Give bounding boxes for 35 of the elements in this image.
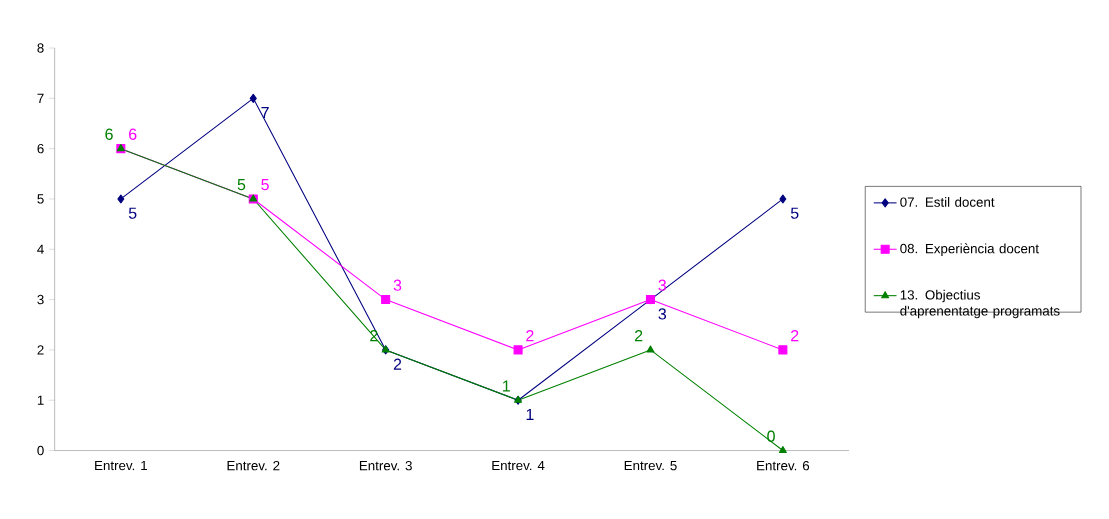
data-label: 7 (261, 107, 269, 119)
data-label: 1 (526, 409, 534, 421)
legend-label: 07. Estil docent (900, 197, 995, 208)
x-tick-label: Entrev. 2 (227, 461, 280, 471)
data-label: 2 (635, 330, 643, 342)
data-label: 2 (526, 330, 534, 342)
data-label: 1 (503, 380, 510, 392)
data-label: 6 (105, 128, 113, 141)
x-tick-label: Entrev. 1 (95, 461, 148, 471)
x-tick-label: Entrev. 6 (757, 461, 810, 471)
data-label: 3 (658, 279, 667, 292)
y-tick-label: 7 (37, 93, 44, 104)
y-tick-label: 8 (37, 43, 44, 53)
data-label: 2 (393, 358, 402, 371)
data-label: 3 (658, 308, 667, 320)
data-label: 5 (790, 207, 799, 220)
x-tick-label: Entrev. 5 (624, 461, 677, 471)
data-label: 3 (393, 279, 402, 292)
y-tick-label: 0 (37, 446, 44, 456)
legend-label: 08. Experiència docent (900, 243, 1039, 257)
y-tick-label: 1 (37, 395, 44, 406)
y-tick-label: 3 (37, 295, 44, 305)
legend-label: 13. Objectius d'aprenentatge programats (900, 290, 1060, 319)
y-tick-label: 4 (37, 244, 44, 255)
x-tick-label: Entrev. 3 (359, 461, 412, 471)
x-tick-label: Entrev. 4 (492, 461, 545, 471)
data-label: 0 (767, 430, 775, 443)
data-label: 2 (791, 330, 799, 342)
y-tick-label: 6 (37, 144, 44, 154)
data-label: 5 (128, 207, 137, 220)
y-tick-label: 5 (37, 194, 44, 204)
data-label: 5 (261, 179, 269, 191)
y-tick-label: 2 (37, 345, 44, 355)
data-label: 5 (237, 179, 246, 191)
data-label: 6 (129, 128, 137, 141)
